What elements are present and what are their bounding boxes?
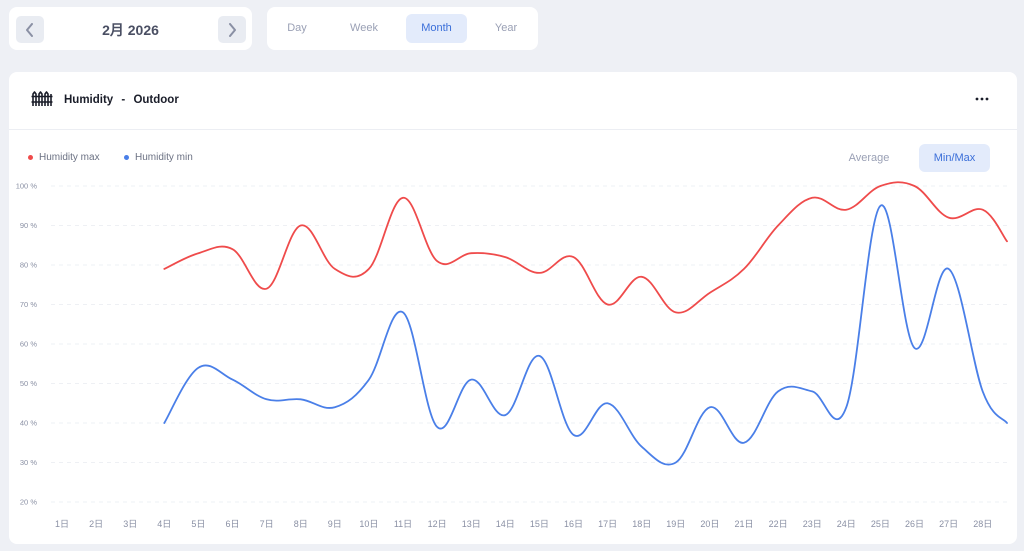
x-tick-label: 2日 [89,519,103,529]
x-tick-label: 24日 [837,519,856,529]
y-tick-label: 60 % [20,340,37,349]
legend-dot-min [124,155,129,160]
tab-week[interactable]: Week [350,22,378,34]
range-tabs: Day Week Month Year [267,7,538,50]
x-tick-label: 13日 [462,519,481,529]
x-tick-label: 16日 [564,519,583,529]
x-tick-label: 19日 [666,519,685,529]
x-tick-label: 22日 [769,519,788,529]
y-tick-label: 40 % [20,419,37,428]
mode-average-button[interactable]: Average [848,152,890,164]
humidity-line-chart: 100 % 90 % 80 % 70 % 60 % 50 % 40 % 30 % 20 % 1日… [16,181,1008,529]
prev-month-button[interactable] [16,16,44,43]
y-tick-label: 80 % [20,261,37,270]
x-tick-label: 9日 [328,519,342,529]
tab-month[interactable]: Month [406,14,467,43]
legend-dot-max [28,155,33,160]
next-month-button[interactable] [218,16,246,43]
x-tick-label: 12日 [428,519,447,529]
x-tick-label: 1日 [55,519,69,529]
x-tick-label: 15日 [530,519,549,529]
x-tick-label: 21日 [734,519,753,529]
y-tick-label: 50 % [20,379,37,388]
x-tick-label: 7日 [260,519,274,529]
y-tick-label: 70 % [20,300,37,309]
x-tick-label: 8日 [294,519,308,529]
y-tick-label: 30 % [20,458,37,467]
more-icon[interactable] [974,91,990,107]
x-tick-label: 18日 [632,519,651,529]
date-navigator: 2月 2026 [9,7,252,50]
tab-day[interactable]: Day [287,22,307,34]
series-line-min [163,204,1008,466]
fence-icon [31,91,53,106]
sensor-location: Outdoor [133,94,179,106]
card-header: Humidity - Outdoor [9,72,1017,130]
x-tick-label: 23日 [803,519,822,529]
x-tick-label: 14日 [496,519,515,529]
x-tick-label: 11日 [394,519,412,529]
x-tick-label: 5日 [191,519,205,529]
x-tick-label: 27日 [939,519,958,529]
y-tick-label: 100 % [16,182,38,191]
humidity-chart-card: Humidity - Outdoor Humidity max Humidity… [9,72,1017,544]
chevron-left-icon [26,23,33,37]
x-tick-label: 17日 [598,519,617,529]
x-tick-label: 6日 [225,519,239,529]
x-tick-label: 26日 [905,519,924,529]
legend-label-min: Humidity min [135,152,193,163]
chevron-right-icon [229,23,236,37]
x-tick-label: 28日 [973,519,992,529]
current-month-label: 2月 2026 [102,22,159,38]
card-title: Humidity - Outdoor [64,94,179,106]
tab-year[interactable]: Year [494,22,518,34]
x-tick-label: 3日 [123,519,137,529]
y-tick-label: 90 % [20,221,37,230]
x-tick-label: 25日 [871,519,890,529]
sensor-name: Humidity [64,94,114,106]
title-separator: - [121,94,126,106]
y-tick-label: 20 % [20,498,37,507]
x-tick-label: 10日 [359,519,378,529]
x-tick-label: 20日 [700,519,719,529]
series-line-max [163,181,1008,314]
legend-label-max: Humidity max [39,152,100,163]
mode-minmax-button[interactable]: Min/Max [919,144,990,172]
x-tick-label: 4日 [157,519,171,529]
